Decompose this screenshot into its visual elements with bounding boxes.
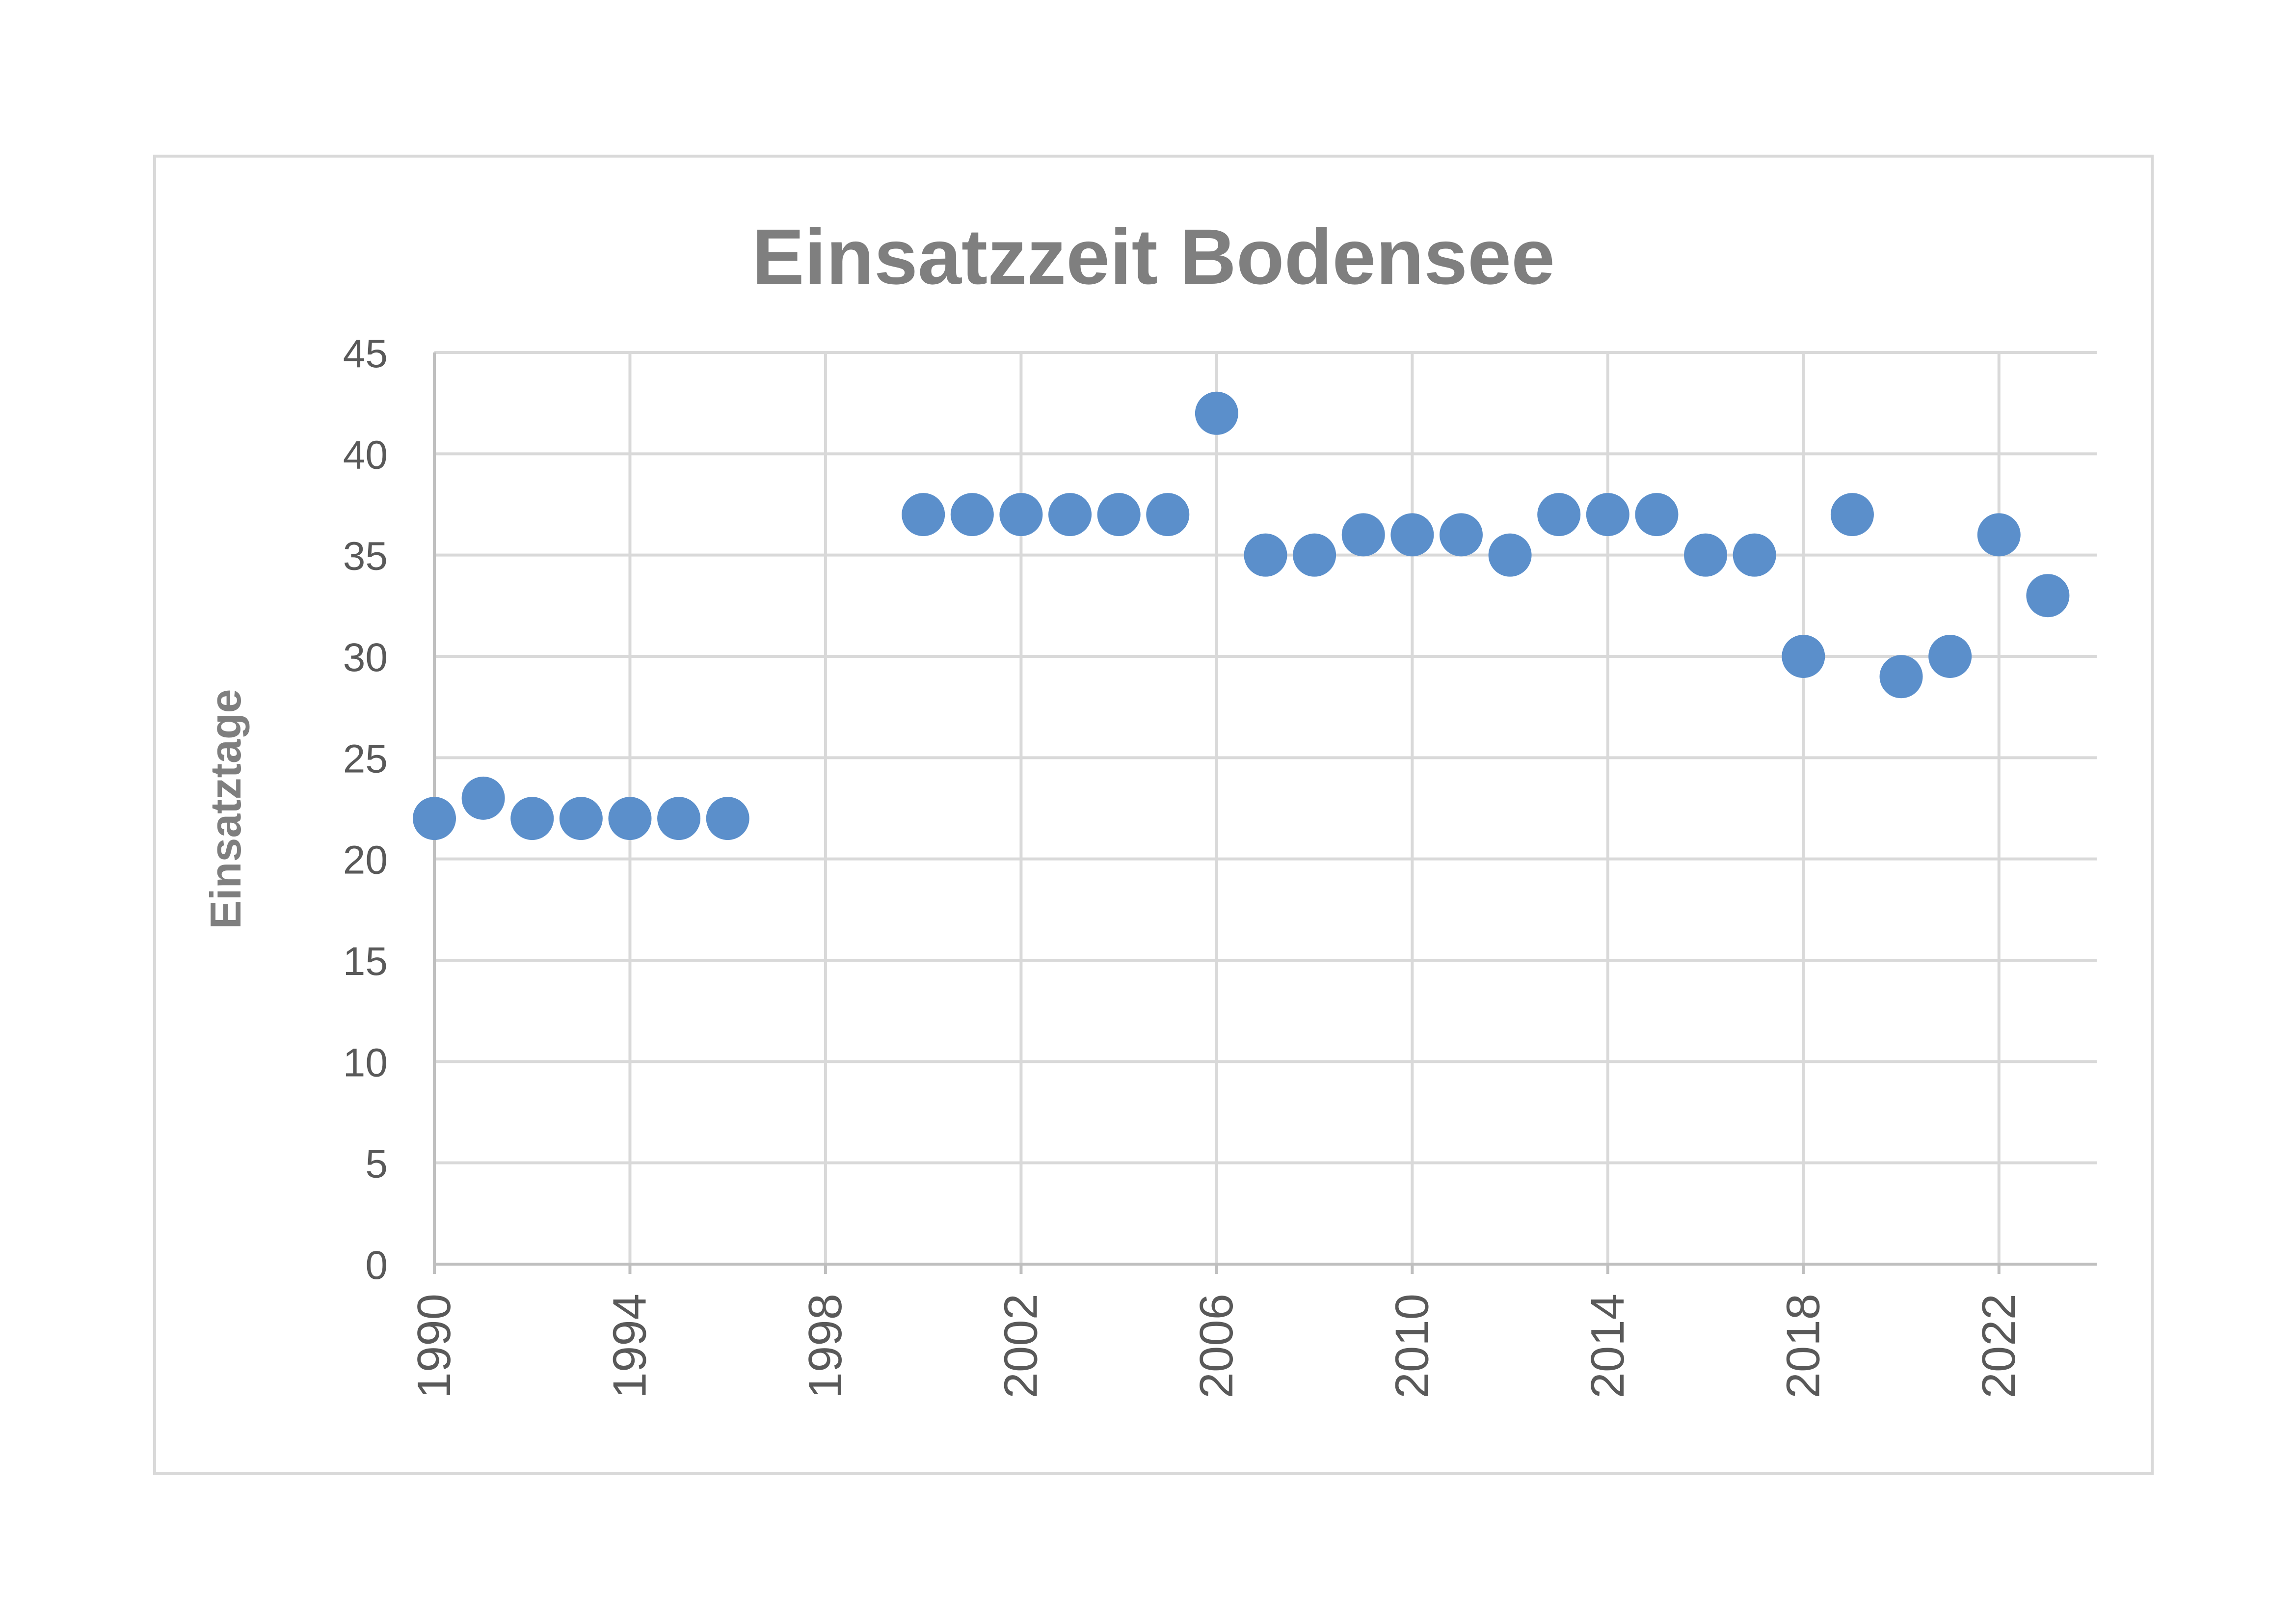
x-tick-label: 2014	[1581, 1294, 1634, 1399]
chart-title: Einsatzzeit Bodensee	[752, 213, 1555, 300]
data-point	[1390, 513, 1434, 557]
data-point	[510, 797, 554, 840]
data-point	[608, 797, 652, 840]
data-point	[1733, 533, 1776, 577]
data-point	[1293, 533, 1336, 577]
y-tick-label: 0	[365, 1243, 388, 1288]
data-point	[657, 797, 701, 840]
data-point	[1782, 635, 1825, 678]
data-point	[559, 797, 603, 840]
data-point	[1146, 493, 1190, 537]
x-tick-label: 1994	[603, 1294, 656, 1399]
data-point	[706, 797, 749, 840]
data-point	[1439, 513, 1483, 557]
data-point	[1586, 493, 1629, 537]
y-tick-label: 20	[343, 838, 388, 883]
data-point	[1830, 493, 1874, 537]
data-point	[461, 776, 505, 820]
y-tick-label: 5	[365, 1142, 388, 1187]
x-tick-label: 2018	[1777, 1294, 1829, 1399]
y-tick-label: 45	[343, 331, 388, 376]
y-tick-label: 30	[343, 635, 388, 680]
y-tick-label: 25	[343, 736, 388, 781]
data-point	[1879, 655, 1923, 699]
y-axis-label: Einsatztage	[201, 689, 250, 929]
data-point	[413, 797, 456, 840]
data-point	[1048, 493, 1092, 537]
data-point	[1195, 391, 1238, 435]
data-point	[2026, 574, 2070, 618]
x-tick-label: 1998	[799, 1294, 852, 1399]
y-tick-label: 35	[343, 534, 388, 579]
data-point	[950, 493, 994, 537]
data-point	[1097, 493, 1141, 537]
data-points	[413, 391, 2070, 840]
x-tick-labels: 1990 1994 1998 2002 2006 2010 2014 2018 2022	[408, 1294, 2025, 1399]
data-point	[1977, 513, 2021, 557]
y-tick-labels: 0 5 10 15 20 25 30 35 40 45	[343, 331, 388, 1288]
x-tick-label: 2022	[1973, 1294, 2025, 1399]
data-point	[1684, 533, 1728, 577]
data-point	[1341, 513, 1385, 557]
x-tick-label: 2002	[994, 1294, 1047, 1399]
data-point	[999, 493, 1043, 537]
data-point	[1928, 635, 1972, 678]
y-tick-label: 40	[343, 433, 388, 477]
x-tick-label: 2006	[1190, 1294, 1243, 1399]
data-point	[1488, 533, 1532, 577]
data-point	[1537, 493, 1581, 537]
data-point	[902, 493, 945, 537]
x-tick-label: 2010	[1386, 1294, 1438, 1399]
data-point	[1244, 533, 1287, 577]
y-tick-label: 10	[343, 1040, 388, 1085]
data-point	[1635, 493, 1679, 537]
y-tick-label: 15	[343, 939, 388, 984]
x-tick-label: 1990	[408, 1294, 460, 1399]
